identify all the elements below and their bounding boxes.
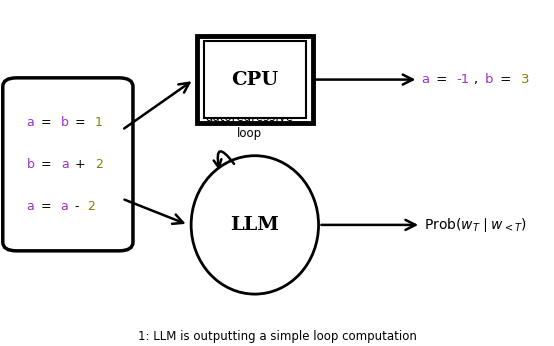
- Text: 2: 2: [95, 158, 102, 171]
- Ellipse shape: [191, 156, 319, 294]
- Text: $\mathrm{Prob}(w_T \mid w_{<T})$: $\mathrm{Prob}(w_T \mid w_{<T})$: [424, 216, 526, 234]
- Text: ,: ,: [474, 73, 482, 86]
- Text: =: =: [37, 116, 55, 129]
- Text: autoregressive
loop: autoregressive loop: [206, 111, 293, 140]
- Text: b: b: [60, 116, 69, 129]
- Text: =: =: [37, 158, 55, 171]
- Text: LLM: LLM: [230, 216, 279, 234]
- Text: b: b: [485, 73, 493, 86]
- Text: -1: -1: [456, 73, 470, 86]
- Text: 1: 1: [95, 116, 102, 129]
- Text: =: =: [71, 116, 89, 129]
- Text: =: =: [496, 73, 515, 86]
- Text: a: a: [60, 200, 68, 213]
- Text: a: a: [61, 158, 69, 171]
- Text: 3: 3: [521, 73, 529, 86]
- Text: b: b: [27, 158, 34, 171]
- Text: 2: 2: [87, 200, 95, 213]
- Text: a: a: [27, 116, 34, 129]
- Bar: [197, 36, 313, 123]
- Text: -: -: [70, 200, 83, 213]
- Text: +: +: [71, 158, 89, 171]
- Bar: [204, 41, 306, 118]
- Text: =: =: [37, 200, 55, 213]
- FancyBboxPatch shape: [3, 78, 133, 251]
- Text: 1: LLM is outputting a simple loop computation: 1: LLM is outputting a simple loop compu…: [137, 329, 417, 343]
- Text: a: a: [27, 200, 34, 213]
- Text: CPU: CPU: [231, 71, 279, 89]
- Text: =: =: [432, 73, 451, 86]
- Text: a: a: [421, 73, 429, 86]
